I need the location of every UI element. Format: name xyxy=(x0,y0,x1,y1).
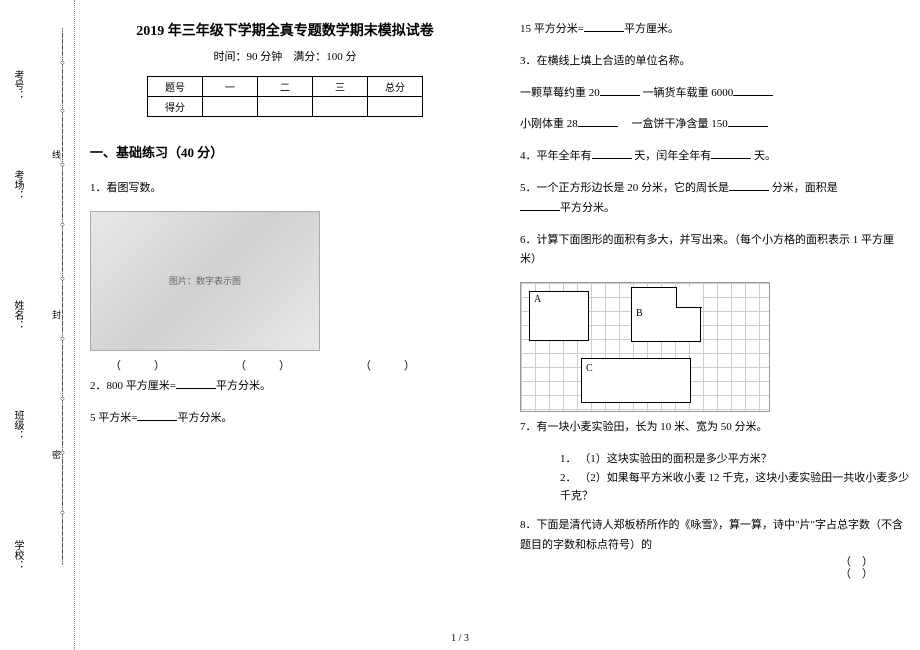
bind-label-room: 考场： xyxy=(10,170,25,200)
q8-p2: （ ） xyxy=(840,568,910,580)
bind-label-examno: 考号： xyxy=(10,70,25,100)
q4b: 天，闰年全年有 xyxy=(634,150,711,162)
q7-s2-num: 2． xyxy=(560,472,577,484)
bind-label-class: 班级： xyxy=(10,410,25,440)
q4c: 天。 xyxy=(754,150,776,162)
q8-p1: （ ） xyxy=(840,556,910,568)
q4-b1[interactable] xyxy=(592,147,632,159)
th-total: 总分 xyxy=(368,77,423,97)
shape-b xyxy=(631,287,701,342)
q3-l1b: 一辆货车载重 6000 xyxy=(643,87,734,99)
bind-label-name: 姓名： xyxy=(10,300,25,330)
exam-title: 2019 年三年级下学期全真专题数学期末模拟试卷 xyxy=(90,20,480,40)
q3-l2b: 一盒饼干净含量 150 xyxy=(632,118,728,130)
q2b: 5 平方米= 平方分米。 xyxy=(90,409,480,429)
td-1 xyxy=(203,97,258,117)
th-num: 题号 xyxy=(148,77,203,97)
q5b: 分米，面积是 xyxy=(772,182,838,194)
q5-b1[interactable] xyxy=(729,179,769,191)
q2c-blank[interactable] xyxy=(584,20,624,32)
q2a-blank[interactable] xyxy=(176,377,216,389)
th-3: 三 xyxy=(313,77,368,97)
dots: ┊┊┊┊┊○┊┊┊┊┊┊┊○┊┊┊┊┊┊┊┊○┊┊┊┊┊┊┊┊┊○┊┊┊┊┊┊┊… xyxy=(60,30,65,564)
time-label: 时间：90 分钟 xyxy=(214,51,283,63)
paren-1: （ ） xyxy=(110,357,165,373)
th-1: 一 xyxy=(203,77,258,97)
q7-s1-num: 1． xyxy=(560,453,577,465)
q4: 4．平年全年有 天，闰年全年有 天。 xyxy=(520,147,910,167)
q6-grid xyxy=(520,282,770,412)
q2b-blank[interactable] xyxy=(137,409,177,421)
q8: 8．下面是清代诗人郑板桥所作的《咏雪》，算一算，诗中"片"字占总字数（不含题目的… xyxy=(520,516,910,580)
paren-3: （ ） xyxy=(360,357,415,373)
right-column: 15 平方分米= 平方厘米。 3．在横线上填上合适的单位名称。 一颗草莓约重 20… xyxy=(520,20,910,630)
td-score: 得分 xyxy=(148,97,203,117)
q7-s2-text: （2）如果每平方米收小麦 12 千克，这块小麦实验田一共收小麦多少千克？ xyxy=(560,472,909,503)
td-3 xyxy=(313,97,368,117)
q1-paren-row: （ ） （ ） （ ） xyxy=(110,357,480,373)
shape-c xyxy=(581,358,691,403)
q2c: 15 平方分米= 平方厘米。 xyxy=(520,20,910,40)
q5: 5．一个正方形边长是 20 分米，它的周长是 分米，面积是 平方分米。 xyxy=(520,179,910,219)
q6: 6．计算下面图形的面积有多大，并写出来。（每个小方格的面积表示 1 平方厘米） xyxy=(520,231,910,271)
th-2: 二 xyxy=(258,77,313,97)
shape-a xyxy=(529,291,589,341)
q7-s1: 1． （1）这块实验田的面积是多少平方米？ xyxy=(560,450,910,469)
q3-b3[interactable] xyxy=(578,115,618,127)
td-2 xyxy=(258,97,313,117)
q5-b2[interactable] xyxy=(520,199,560,211)
q2b-unit: 平方分米。 xyxy=(177,412,232,424)
q7-s1-text: （1）这块实验田的面积是多少平方米？ xyxy=(579,453,772,465)
section1-title: 一、基础练习（40 分） xyxy=(90,142,480,161)
q7-s2: 2． （2）如果每平方米收小麦 12 千克，这块小麦实验田一共收小麦多少千克？ xyxy=(560,469,910,506)
full-label: 满分：100 分 xyxy=(293,51,356,63)
q7-stem: 7．有一块小麦实验田，长为 10 米、宽为 50 分米。 xyxy=(520,418,910,438)
q5c: 平方分米。 xyxy=(560,202,615,214)
q3-stem: 3．在横线上填上合适的单位名称。 xyxy=(520,52,910,72)
binding-margin: 考号： 考场： 姓名： 班级： 学校： 线 封 密 ┊┊┊┊┊○┊┊┊┊┊┊┊○… xyxy=(0,0,75,650)
q2a-unit: 平方分米。 xyxy=(216,380,271,392)
q3-l1a: 一颗草莓约重 20 xyxy=(520,87,600,99)
td-total xyxy=(368,97,423,117)
q2a: 2．800 平方厘米= 平方分米。 xyxy=(90,377,480,397)
q4a: 4．平年全年有 xyxy=(520,150,592,162)
q2c-unit: 平方厘米。 xyxy=(624,23,679,35)
q2a-text: 2．800 平方厘米= xyxy=(90,380,176,392)
q8-text: 8．下面是清代诗人郑板桥所作的《咏雪》，算一算，诗中"片"字占总字数（不含题目的… xyxy=(520,519,903,551)
score-table: 题号 一 二 三 总分 得分 xyxy=(147,76,423,117)
left-column: 2019 年三年级下学期全真专题数学期末模拟试卷 时间：90 分钟 满分：100… xyxy=(90,20,480,630)
q5a: 5．一个正方形边长是 20 分米，它的周长是 xyxy=(520,182,729,194)
q2b-text: 5 平方米= xyxy=(90,412,137,424)
q3-line2: 小刚体重 28 一盒饼干净含量 150 xyxy=(520,115,910,135)
q4-b2[interactable] xyxy=(711,147,751,159)
bind-label-school: 学校： xyxy=(10,540,25,570)
q3-b2[interactable] xyxy=(733,84,773,96)
exam-meta: 时间：90 分钟 满分：100 分 xyxy=(90,48,480,64)
q1-image: 图片：数字表示图 xyxy=(90,211,320,351)
q3-b4[interactable] xyxy=(728,115,768,127)
page-content: 2019 年三年级下学期全真专题数学期末模拟试卷 时间：90 分钟 满分：100… xyxy=(90,20,910,630)
q2c-text: 15 平方分米= xyxy=(520,23,584,35)
paren-2: （ ） xyxy=(235,357,290,373)
page-footer: 1 / 3 xyxy=(0,633,920,644)
q1: 1．看图写数。 xyxy=(90,179,480,199)
q3-b1[interactable] xyxy=(600,84,640,96)
q3-line1: 一颗草莓约重 20 一辆货车载重 6000 xyxy=(520,84,910,104)
q3-l2a: 小刚体重 28 xyxy=(520,118,578,130)
